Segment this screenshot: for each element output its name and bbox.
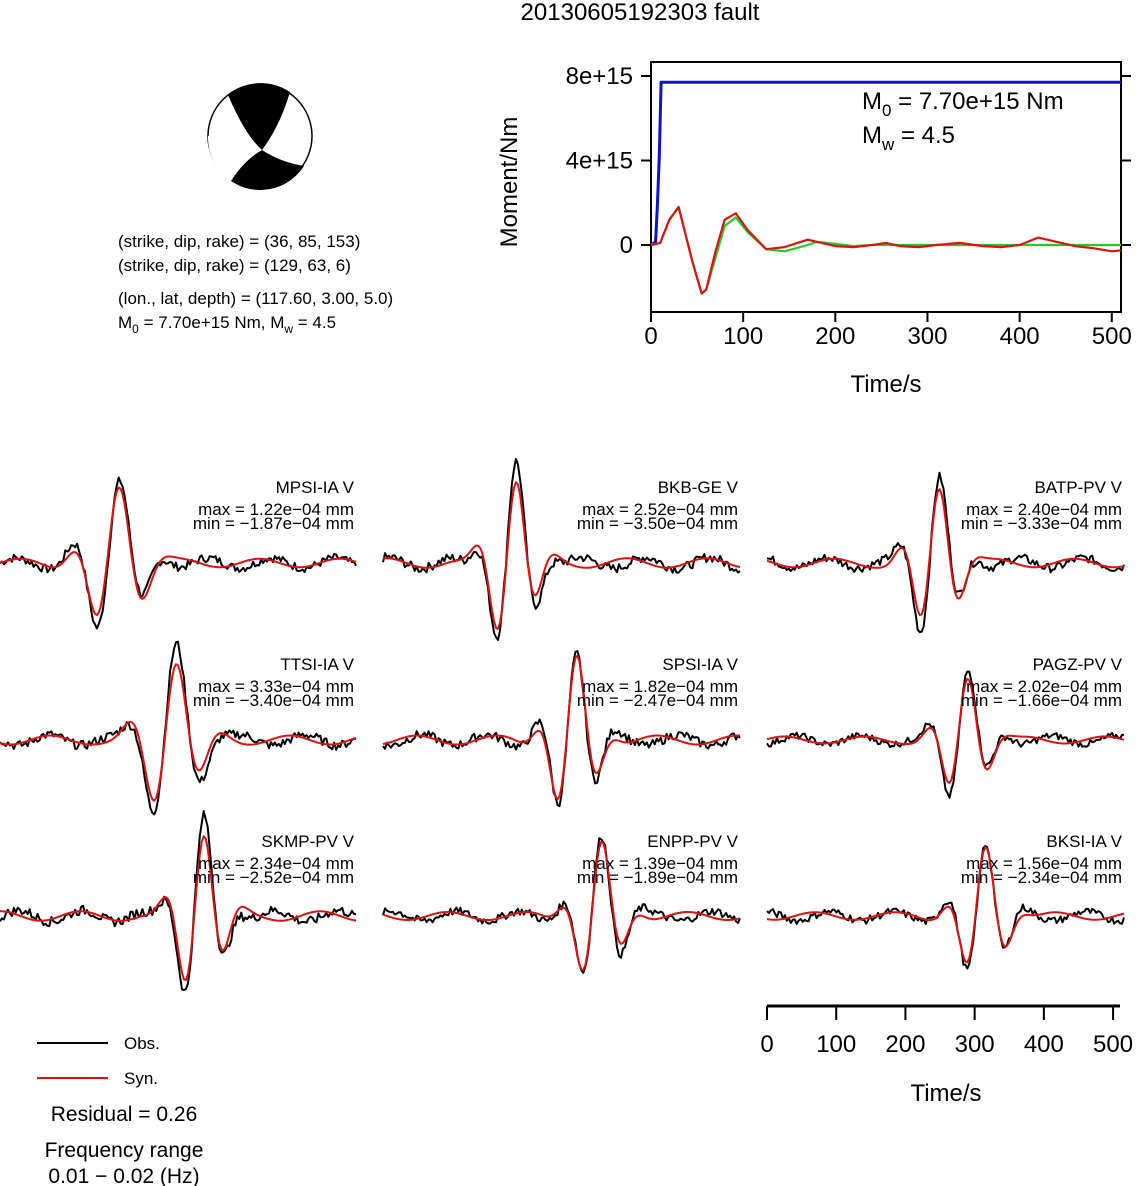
station-name: BKB-GE V <box>658 478 739 497</box>
observed-trace <box>0 640 357 816</box>
waveform-xtick-label: 200 <box>885 1031 925 1058</box>
station-name: BKSI-IA V <box>1046 832 1122 851</box>
synthetic-trace <box>382 654 741 801</box>
beachball-compressional-quadrant-1 <box>228 83 290 150</box>
station-max: max = 3.33e−04 mm <box>198 677 354 696</box>
waveform-xlabel: Time/s <box>910 1080 981 1107</box>
moment-chart: 0 4e+15 8e+15 0 100 200 300 400 500 Moment/Nm T… <box>496 61 1132 398</box>
focal-mechanism-beachball <box>207 83 313 190</box>
moment-plot-frame <box>650 61 1122 313</box>
waveform-xtick-label: 500 <box>1093 1031 1133 1058</box>
observed-trace <box>382 837 741 974</box>
station-max: max = 2.40e−04 mm <box>966 500 1122 519</box>
moment-ytick-label: 4e+15 <box>566 148 633 175</box>
moment-ylabel: Moment/Nm <box>496 117 523 248</box>
station-min: min = −3.50e−04 mm <box>577 514 738 533</box>
station-name: TTSI-IA V <box>280 655 354 674</box>
moment-annotation-mw: Mw = 4.5 <box>862 122 955 154</box>
station-max: max = 1.22e−04 mm <box>198 500 354 519</box>
observed-trace <box>382 457 741 641</box>
moment-xtick-label: 200 <box>815 323 855 350</box>
beachball-dilatational-fill <box>207 136 262 181</box>
station-name: MPSI-IA V <box>276 478 355 497</box>
stf-line-b <box>650 205 1122 295</box>
legend-obs-label: Obs. <box>124 1034 160 1053</box>
station-name: SKMP-PV V <box>261 832 354 851</box>
station-max: max = 2.34e−04 mm <box>198 854 354 873</box>
synthetic-trace <box>0 486 357 616</box>
synthetic-trace <box>0 663 357 802</box>
waveform-xtick-label: 0 <box>760 1031 773 1058</box>
synthetic-trace <box>766 488 1125 616</box>
moment-ytick-label: 0 <box>620 232 633 259</box>
frequency-title: Frequency range <box>45 1139 204 1162</box>
residual-text: Residual = 0.26 <box>51 1103 198 1126</box>
observed-trace <box>382 650 741 808</box>
moment-cumulative-line <box>650 80 1121 247</box>
moment-xlabel: Time/s <box>850 371 921 398</box>
station-min: min = −2.34e−04 mm <box>961 868 1122 887</box>
moment-xtick-label: 400 <box>1000 323 1040 350</box>
moment-ytick-label: 8e+15 <box>566 63 633 90</box>
waveform-time-axis: 0 100 200 300 400 500 Time/s <box>760 1004 1133 1107</box>
station-name: PAGZ-PV V <box>1033 655 1123 674</box>
focal-moment: M0 = 7.70e+15 Nm, Mw = 4.5 <box>118 313 336 336</box>
station-max: max = 1.39e−04 mm <box>582 854 738 873</box>
synthetic-trace <box>382 840 741 971</box>
moment-xtick-label: 500 <box>1092 323 1132 350</box>
waveform-xtick-label: 100 <box>816 1031 856 1058</box>
synthetic-trace <box>766 677 1125 784</box>
station-min: min = −1.66e−04 mm <box>961 691 1122 710</box>
waveform-xtick-label: 300 <box>955 1031 995 1058</box>
station-min: min = −1.87e−04 mm <box>193 514 354 533</box>
moment-xtick-label: 300 <box>907 323 947 350</box>
legend: Obs. Syn. Residual = 0.26 Frequency rang… <box>37 1034 203 1186</box>
synthetic-trace <box>766 846 1125 964</box>
frequency-range: 0.01 − 0.02 (Hz) <box>48 1165 199 1186</box>
waveform-xtick-label: 400 <box>1024 1031 1064 1058</box>
station-max: max = 1.82e−04 mm <box>582 677 738 696</box>
station-min: min = −1.89e−04 mm <box>577 868 738 887</box>
stf-line-a <box>650 205 1121 295</box>
focal-location: (lon., lat, depth) = (117.60, 3.00, 5.0) <box>118 289 393 308</box>
observed-trace <box>0 476 357 630</box>
focal-plane-1: (strike, dip, rake) = (36, 85, 153) <box>118 232 360 251</box>
station-min: min = −3.40e−04 mm <box>193 691 354 710</box>
synthetic-trace <box>382 481 741 630</box>
beachball-compressional-quadrant-2 <box>231 150 304 190</box>
observed-trace <box>766 471 1125 634</box>
legend-syn-label: Syn. <box>124 1069 158 1088</box>
station-min: min = −3.33e−04 mm <box>961 514 1122 533</box>
synthetic-trace <box>0 835 357 982</box>
station-name: SPSI-IA V <box>662 655 738 674</box>
station-name: BATP-PV V <box>1034 478 1122 497</box>
station-max: max = 2.52e−04 mm <box>582 500 738 519</box>
station-max: max = 1.56e−04 mm <box>966 854 1122 873</box>
station-max: max = 2.02e−04 mm <box>966 677 1122 696</box>
focal-plane-2: (strike, dip, rake) = (129, 63, 6) <box>118 256 351 275</box>
station-min: min = −2.47e−04 mm <box>577 691 738 710</box>
figure-title: 20130605192303 fault <box>521 0 760 26</box>
station-name: ENPP-PV V <box>647 832 738 851</box>
moment-xtick-label: 0 <box>644 323 657 350</box>
moment-xtick-label: 100 <box>723 323 763 350</box>
moment-annotation-m0: M0 = 7.70e+15 Nm <box>862 88 1064 120</box>
station-min: min = −2.52e−04 mm <box>193 868 354 887</box>
